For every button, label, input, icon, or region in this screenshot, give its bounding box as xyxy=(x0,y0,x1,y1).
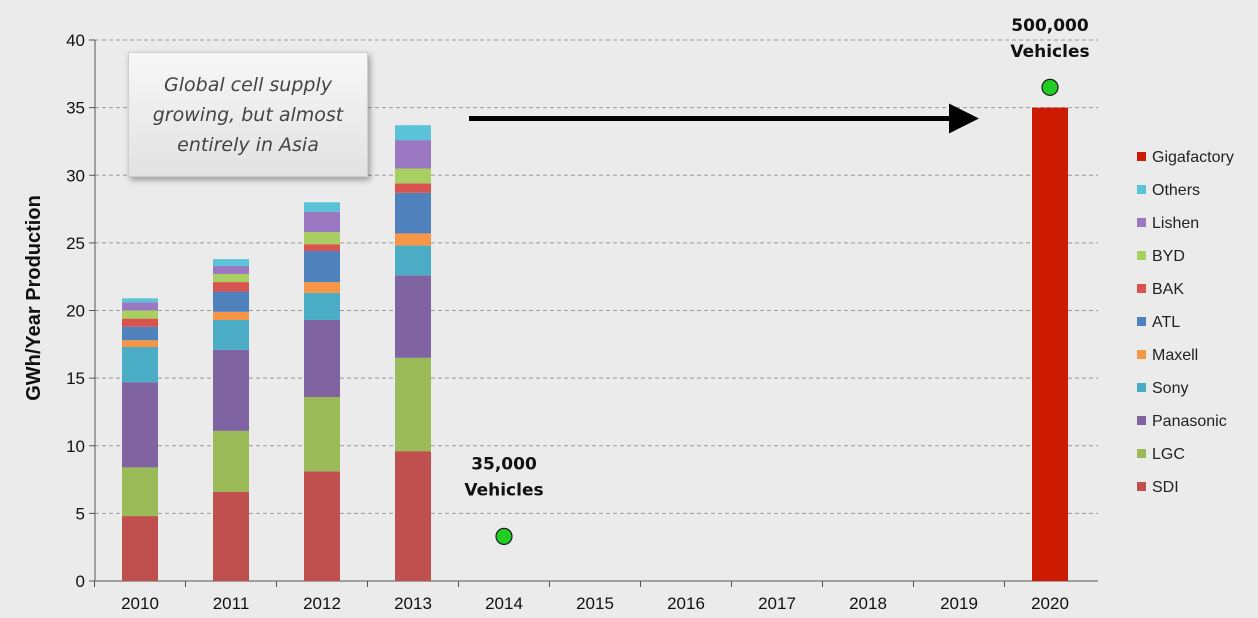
x-tick-label: 2018 xyxy=(849,594,887,613)
legend-label-lgc: LGC xyxy=(1152,446,1185,463)
y-tick-label: 20 xyxy=(66,302,85,321)
vehicle-unit-label: Vehicles xyxy=(464,480,543,500)
legend-label-panasonic: Panasonic xyxy=(1152,413,1227,430)
y-tick-label: 5 xyxy=(76,504,85,523)
bar-gigafactory-2020 xyxy=(1032,107,1068,581)
legend-swatch-others xyxy=(1137,185,1146,194)
y-tick-label: 10 xyxy=(66,437,85,456)
bar-lgc-2012 xyxy=(304,397,340,472)
bar-byd-2013 xyxy=(395,168,431,184)
legend-swatch-bak xyxy=(1137,284,1146,293)
vehicle-count-label: 500,000 xyxy=(1011,16,1089,36)
bar-lgc-2013 xyxy=(395,357,431,452)
bar-lgc-2010 xyxy=(122,467,158,517)
legend-label-lishen: Lishen xyxy=(1152,215,1199,232)
bar-panasonic-2010 xyxy=(122,382,158,468)
y-tick-label: 40 xyxy=(66,31,85,50)
bar-sdi-2010 xyxy=(122,516,158,581)
bar-maxell-2012 xyxy=(304,282,340,293)
vehicle-unit-label: Vehicles xyxy=(1010,42,1089,62)
legend-label-maxell: Maxell xyxy=(1152,347,1198,364)
legend-label-sdi: SDI xyxy=(1152,479,1179,496)
legend-swatch-sony xyxy=(1137,383,1146,392)
legend-swatch-lishen xyxy=(1137,218,1146,227)
bar-atl-2012 xyxy=(304,250,340,283)
bar-others-2011 xyxy=(213,259,249,266)
callout-box: Global cell supply growing, but almost e… xyxy=(128,52,368,177)
x-tick-label: 2010 xyxy=(121,594,159,613)
trend-arrow-head xyxy=(949,103,979,134)
vehicle-count-label: 35,000 xyxy=(471,454,537,474)
legend-swatch-sdi xyxy=(1137,482,1146,491)
bar-maxell-2011 xyxy=(213,311,249,320)
bar-maxell-2010 xyxy=(122,340,158,348)
bar-bak-2010 xyxy=(122,318,158,327)
legend: Gigafactory Others Lishen BYD BAK ATL Maxell So… xyxy=(1137,149,1234,496)
x-tick-label: 2017 xyxy=(758,594,796,613)
bar-others-2013 xyxy=(395,125,431,141)
y-axis-label: GWh/Year Production xyxy=(23,195,45,401)
bar-lishen-2011 xyxy=(213,265,249,274)
bar-atl-2011 xyxy=(213,291,249,312)
x-tick-label: 2015 xyxy=(576,594,614,613)
x-tick-label: 2013 xyxy=(394,594,432,613)
legend-swatch-atl xyxy=(1137,317,1146,326)
bar-sdi-2013 xyxy=(395,451,431,581)
bar-atl-2013 xyxy=(395,192,431,234)
vehicle-marker-2014 xyxy=(495,527,513,545)
legend-swatch-byd xyxy=(1137,251,1146,260)
bar-byd-2012 xyxy=(304,232,340,245)
bars xyxy=(122,107,1068,581)
bar-sony-2010 xyxy=(122,347,158,383)
legend-swatch-lgc xyxy=(1137,449,1146,458)
bar-atl-2010 xyxy=(122,326,158,341)
bar-bak-2013 xyxy=(395,183,431,193)
bar-bak-2012 xyxy=(304,244,340,251)
legend-label-others: Others xyxy=(1152,182,1200,199)
bar-panasonic-2011 xyxy=(213,349,249,431)
legend-swatch-gigafactory xyxy=(1137,152,1146,161)
x-tick-label: 2011 xyxy=(213,594,250,613)
legend-label-byd: BYD xyxy=(1152,248,1185,265)
bar-lishen-2012 xyxy=(304,211,340,233)
legend-swatch-maxell xyxy=(1137,350,1146,359)
legend-label-atl: ATL xyxy=(1152,314,1180,331)
x-tick-label: 2019 xyxy=(940,594,978,613)
bar-lishen-2013 xyxy=(395,140,431,169)
callout-text: Global cell supply growing, but almost e… xyxy=(152,73,344,156)
bar-byd-2011 xyxy=(213,273,249,283)
axes: 0 5 10 15 20 25 30 35 40 2010 2011 2012 2013 2014 2015… xyxy=(66,31,1098,613)
bar-lishen-2010 xyxy=(122,302,158,311)
bar-bak-2011 xyxy=(213,282,249,292)
x-tick-label: 2014 xyxy=(485,594,523,613)
bar-maxell-2013 xyxy=(395,233,431,246)
legend-label-gigafactory: Gigafactory xyxy=(1152,149,1234,166)
y-tick-label: 0 xyxy=(76,572,85,591)
bar-sdi-2011 xyxy=(213,491,249,581)
bar-sony-2013 xyxy=(395,245,431,276)
y-tick-label: 25 xyxy=(66,234,85,253)
bar-sony-2011 xyxy=(213,319,249,350)
legend-label-sony: Sony xyxy=(1152,380,1188,397)
markers: 35,000 Vehicles 500,000 Vehicles xyxy=(464,16,1090,545)
y-tick-label: 35 xyxy=(66,99,85,118)
bar-panasonic-2013 xyxy=(395,275,431,358)
bar-sdi-2012 xyxy=(304,471,340,581)
bar-byd-2010 xyxy=(122,310,158,319)
vehicle-marker-2020 xyxy=(1041,78,1059,96)
y-tick-label: 30 xyxy=(66,166,85,185)
legend-label-bak: BAK xyxy=(1152,281,1184,298)
x-tick-label: 2016 xyxy=(667,594,705,613)
bar-lgc-2011 xyxy=(213,430,249,492)
gridlines xyxy=(95,39,1098,514)
bar-others-2010 xyxy=(122,298,158,303)
y-tick-label: 15 xyxy=(66,369,85,388)
bar-panasonic-2012 xyxy=(304,319,340,398)
legend-swatch-panasonic xyxy=(1137,416,1146,425)
x-tick-label: 2020 xyxy=(1031,594,1069,613)
bar-sony-2012 xyxy=(304,292,340,320)
x-tick-label: 2012 xyxy=(303,594,341,613)
bar-others-2012 xyxy=(304,202,340,212)
